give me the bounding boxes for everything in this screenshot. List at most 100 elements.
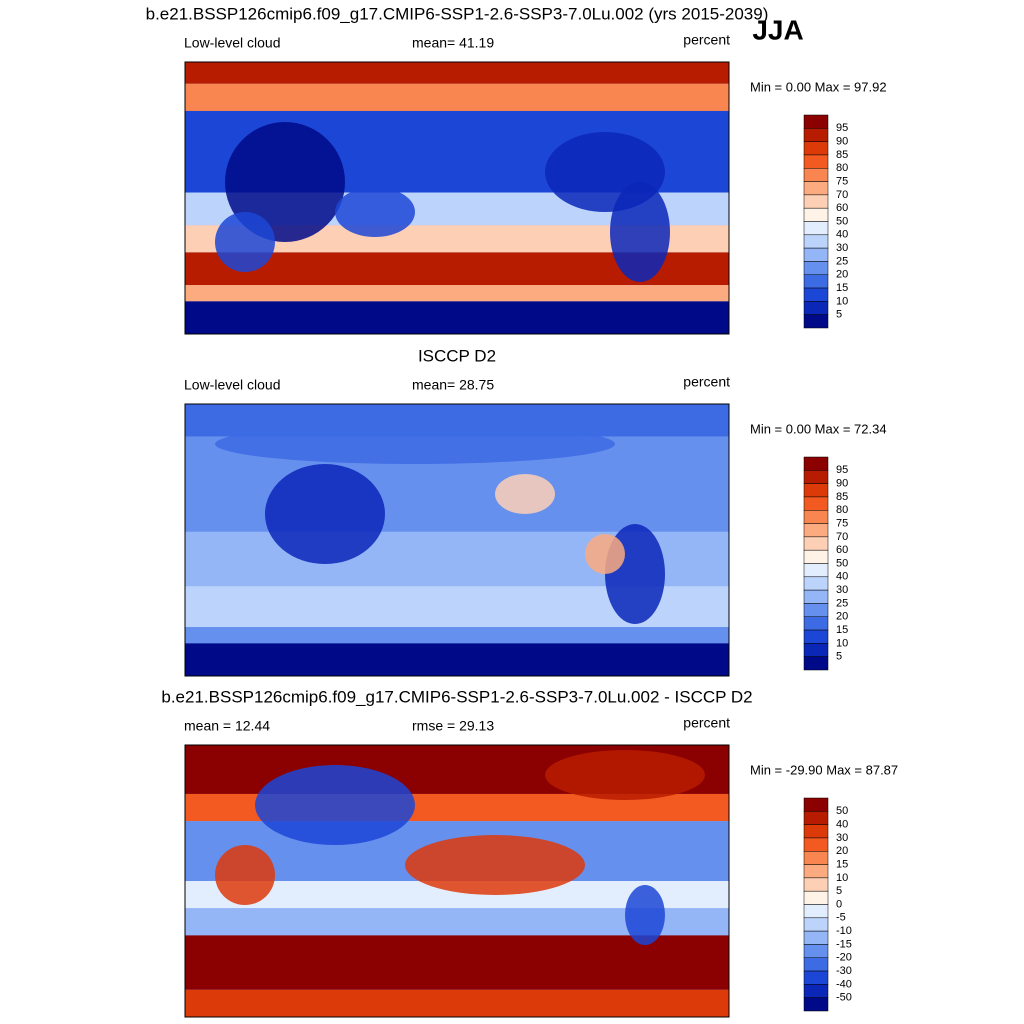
map-frame [184,403,730,677]
colorbar-label: 75 [836,517,848,529]
units-label: percent [683,32,730,48]
colorbar-label: -15 [836,938,852,950]
colorbar-box [803,656,829,671]
colorbar-label: 10 [836,637,848,649]
colorbar-box [803,207,829,222]
colorbar-label: 20 [836,611,848,623]
colorbar-box [803,314,829,329]
map-region [215,212,275,272]
center-label: mean= 28.75 [412,377,494,393]
left-label: Low-level cloud [184,35,281,51]
colorbar-box [803,851,829,865]
colorbar-box [803,141,829,156]
colorbar-box [803,797,829,812]
colorbar-label: 80 [836,504,848,516]
colorbar-label: 20 [836,845,848,857]
map-region [215,845,275,905]
center-label: mean= 41.19 [412,35,494,51]
left-label: Low-level cloud [184,377,281,393]
colorbar-label: 5 [836,651,842,663]
map-band [185,62,729,84]
colorbar-label: 20 [836,269,848,281]
colorbar-box [803,589,829,604]
map-band [185,627,729,644]
colorbar-label: 40 [836,571,848,583]
colorbar-label: 0 [836,898,842,910]
colorbar-box [803,287,829,302]
colorbar-label: -50 [836,992,852,1004]
map-region [495,474,555,514]
map-band [185,301,729,334]
colorbar-box [803,603,829,617]
colorbar-box [803,456,829,471]
colorbar-label: 25 [836,255,848,267]
map-region [335,187,415,237]
colorbar-box [803,114,829,129]
map-region [625,885,665,945]
colorbar-label: 70 [836,531,848,543]
colorbar-label: -30 [836,965,852,977]
colorbar-box [803,470,829,484]
colorbar-box [803,643,829,657]
colorbar-box [803,128,829,142]
colorbar-box [803,997,829,1012]
colorbar-label: 85 [836,149,848,161]
map-frame [184,744,730,1018]
colorbar-box [803,274,829,289]
colorbar-label: 25 [836,597,848,609]
colorbar-box [803,154,829,169]
colorbar-label: 15 [836,858,848,870]
colorbar-label: 5 [836,309,842,321]
colorbar-box [803,496,829,511]
colorbar-box [803,261,829,275]
colorbar-box [803,864,829,879]
colorbar-label: 30 [836,242,848,254]
colorbar-box [803,549,829,564]
colorbar-box [803,168,829,182]
colorbar-box [803,247,829,262]
colorbar-box [803,944,829,958]
map-region [585,534,625,574]
colorbar-box [803,181,829,196]
colorbar-box [803,194,829,209]
colorbar-label: 75 [836,175,848,187]
colorbar-label: -10 [836,925,852,937]
map-band [185,935,729,990]
panel-title: b.e21.BSSP126cmip6.f09_g17.CMIP6-SSP1-2.… [161,687,752,706]
min-max-label: Min = 0.00 Max = 72.34 [750,421,887,436]
colorbar-box [803,510,829,524]
colorbar-label: 30 [836,832,848,844]
colorbar-label: 90 [836,136,848,148]
colorbar-box [803,221,829,236]
map [184,403,730,677]
map-band [185,83,729,111]
colorbar-label: 10 [836,872,848,884]
units-label: percent [683,374,730,390]
map-region [255,765,415,845]
center-label: rmse = 29.13 [412,718,494,734]
colorbar-box [803,837,829,852]
map-region [545,750,705,800]
colorbar-label: 15 [836,624,848,636]
season-label: JJA [752,14,803,45]
map-region [610,182,670,282]
colorbar-box [803,301,829,315]
colorbar-box [803,523,829,538]
colorbar-box [803,576,829,591]
colorbar-box [803,811,829,825]
map-band [185,643,729,676]
map-band [185,989,729,1017]
panel-title: b.e21.BSSP126cmip6.f09_g17.CMIP6-SSP1-2.… [146,4,769,23]
map-band [185,285,729,302]
colorbar-label: 60 [836,202,848,214]
colorbar-box [803,877,829,892]
colorbar-label: 80 [836,162,848,174]
colorbar-label: -20 [836,952,852,964]
colorbar-label: 50 [836,557,848,569]
colorbar-box [803,824,829,839]
colorbar-box [803,563,829,578]
map-region [225,122,345,242]
colorbar-label: 10 [836,295,848,307]
map-region [215,424,615,464]
